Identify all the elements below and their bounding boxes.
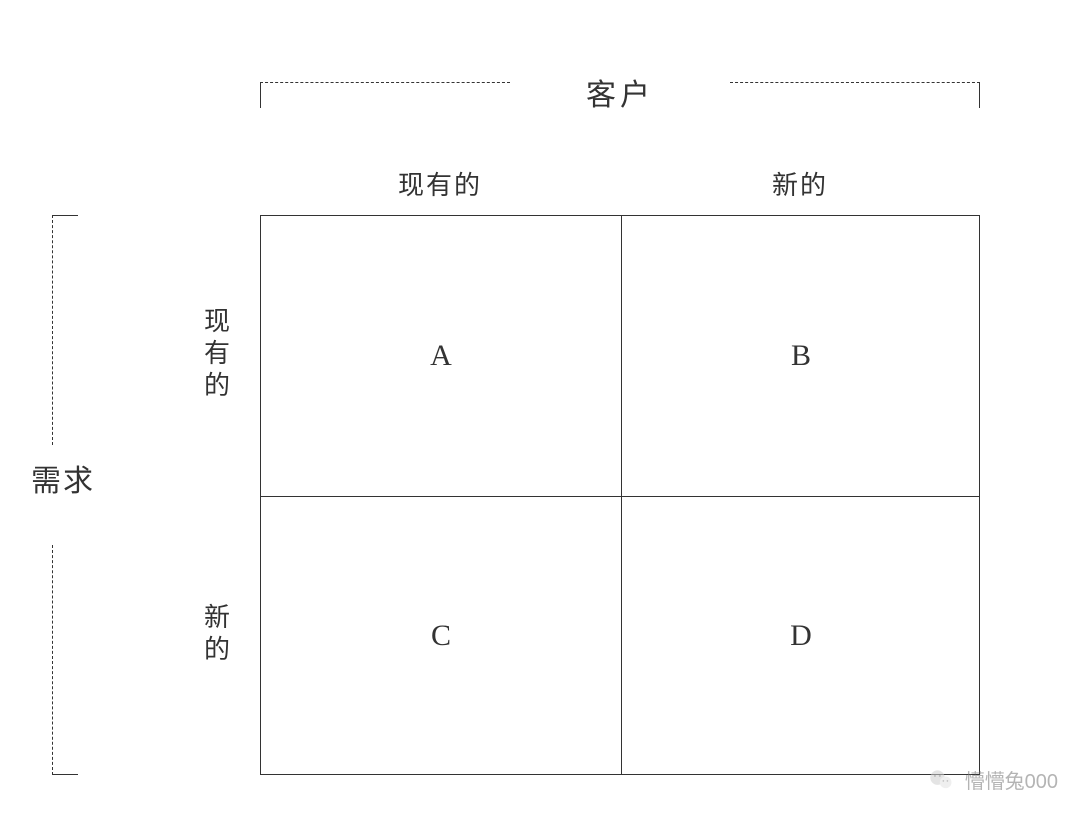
- left-axis: 需求: [42, 215, 102, 775]
- row-header-existing-label: 现有的: [197, 307, 234, 403]
- matrix-diagram: 客户 现有的 新的 需求 现有的 新的 A B C D: [0, 0, 1080, 816]
- top-bracket-right: [730, 82, 980, 108]
- column-header-existing: 现有的: [260, 165, 620, 202]
- cell-b: B: [621, 216, 981, 496]
- column-header-new: 新的: [620, 165, 980, 202]
- cell-d: D: [621, 496, 981, 776]
- left-bracket-top: [52, 215, 78, 445]
- cell-a: A: [261, 216, 621, 496]
- row-header-existing: 现有的: [190, 215, 240, 495]
- watermark-text: 懵懵兔000: [965, 765, 1058, 794]
- watermark: 懵懵兔000: [927, 765, 1058, 794]
- top-axis: 客户: [260, 70, 980, 120]
- row-header-new: 新的: [190, 495, 240, 775]
- row-headers: 现有的 新的: [190, 215, 240, 775]
- matrix-grid: A B C D: [260, 215, 980, 775]
- column-headers: 现有的 新的: [260, 165, 980, 205]
- left-axis-title: 需求: [28, 465, 98, 498]
- cell-c: C: [261, 496, 621, 776]
- wechat-icon: [927, 766, 955, 794]
- left-bracket-bottom: [52, 545, 78, 775]
- row-header-new-label: 新的: [197, 603, 234, 667]
